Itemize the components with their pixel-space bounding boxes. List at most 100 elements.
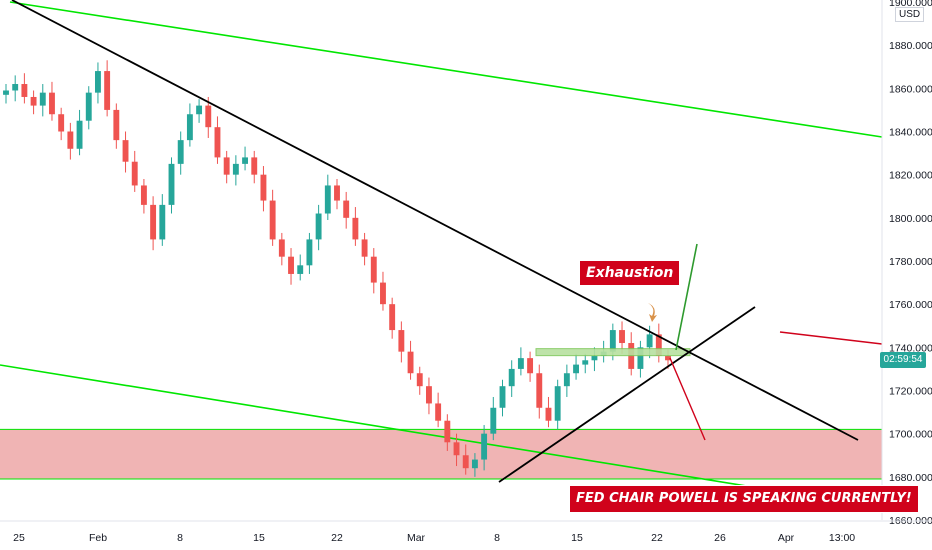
x-tick-label: 13:00 (829, 532, 855, 544)
y-tick-label: 1800.000 (889, 213, 932, 225)
fed-annotation: FED CHAIR POWELL IS SPEAKING CURRENTLY! (569, 485, 919, 513)
candle-body (527, 358, 534, 374)
candle-body (159, 204, 166, 240)
candle-body (223, 157, 230, 175)
candle-body (609, 330, 616, 352)
candle-body (49, 92, 55, 115)
candle-body (517, 358, 524, 369)
candle-body (242, 157, 248, 164)
candle-body (370, 256, 377, 283)
candle-body (58, 114, 65, 132)
candle-body (352, 217, 359, 240)
candle-body (536, 373, 543, 408)
candle-body (3, 90, 9, 95)
x-tick-label: 15 (253, 532, 265, 544)
x-tick-label: 15 (571, 532, 583, 544)
candle-body (444, 420, 451, 443)
candle-body (278, 239, 285, 257)
y-tick-label: 1720.000 (889, 386, 932, 398)
candle-body (343, 200, 350, 218)
y-tick-label: 1760.000 (889, 299, 932, 311)
y-tick-label: 1740.000 (889, 342, 932, 354)
x-tick-label: 25 (13, 532, 25, 544)
candle-body (12, 84, 19, 91)
ascending-trendline (498, 306, 756, 483)
candle-body (104, 71, 111, 110)
candle-body (269, 200, 276, 240)
red-level-line (779, 331, 883, 345)
candle-body (655, 334, 662, 356)
candle-body (177, 140, 184, 164)
y-tick-label: 1820.000 (889, 170, 932, 182)
x-tick-label: 22 (331, 532, 343, 544)
candle-body (196, 105, 203, 115)
y-tick-label: 1780.000 (889, 256, 932, 268)
channel-upper-line (9, 1, 883, 138)
candle-body (637, 347, 644, 369)
candle-body (563, 373, 570, 387)
candle-body (407, 351, 414, 374)
candle-body (426, 386, 432, 404)
y-tick-label: 1680.000 (889, 472, 932, 484)
candle-body (554, 386, 561, 421)
channel-lower-line (0, 364, 883, 509)
x-tick-label: Feb (89, 532, 107, 544)
candle-body (95, 71, 101, 93)
candle-body (380, 282, 386, 305)
curved-arrow-icon (648, 303, 657, 322)
candle-body (67, 131, 74, 149)
candle-body (205, 105, 212, 128)
candle-body (306, 239, 313, 266)
candle-body (490, 407, 497, 434)
candle-body (398, 330, 405, 352)
candle-body (168, 163, 175, 205)
candle-body (435, 403, 442, 421)
candle-body (150, 204, 157, 240)
candle-body (462, 455, 469, 469)
candle-body (214, 127, 221, 158)
y-tick-label: 1900.000 (889, 0, 932, 9)
candle-body (122, 140, 129, 162)
candle-body (508, 368, 515, 387)
candle-body (471, 459, 478, 469)
bullish-projection-line (675, 243, 698, 351)
candle-body (85, 92, 92, 121)
candle-body (453, 442, 460, 456)
candle-body (260, 174, 267, 201)
currency-label: USD (895, 7, 925, 22)
candle-body (251, 157, 258, 175)
candle-body (288, 256, 294, 274)
demand-zone (0, 429, 882, 479)
x-tick-label: 26 (714, 532, 726, 544)
candle-body (665, 355, 671, 361)
candle-body (499, 386, 506, 408)
candle-body (573, 364, 579, 374)
x-tick-label: Mar (407, 532, 426, 544)
candle-body (186, 114, 193, 141)
candle-body (131, 161, 138, 186)
candle-body (619, 330, 625, 344)
candle-body (315, 213, 322, 240)
bearish-projection-line (669, 357, 706, 441)
candle-body (334, 185, 340, 201)
y-tick-label: 1880.000 (889, 40, 932, 52)
candle-body (232, 163, 239, 175)
x-tick-label: 8 (494, 532, 500, 544)
candle-body (297, 265, 304, 274)
x-tick-label: Apr (778, 532, 795, 544)
candle-body (30, 96, 37, 106)
candle-body (545, 407, 552, 421)
candle-body (39, 92, 46, 106)
candle-body (591, 355, 598, 361)
candle-body (140, 185, 147, 205)
y-tick-label: 1860.000 (889, 83, 932, 95)
candle-body (389, 304, 396, 331)
candle-body (361, 239, 368, 257)
candle-body (646, 334, 653, 348)
candle-body (76, 120, 83, 149)
y-tick-label: 1700.000 (889, 429, 932, 441)
descending-trendline (11, 0, 859, 441)
y-tick-label: 1840.000 (889, 127, 932, 139)
candle-body (481, 433, 488, 460)
